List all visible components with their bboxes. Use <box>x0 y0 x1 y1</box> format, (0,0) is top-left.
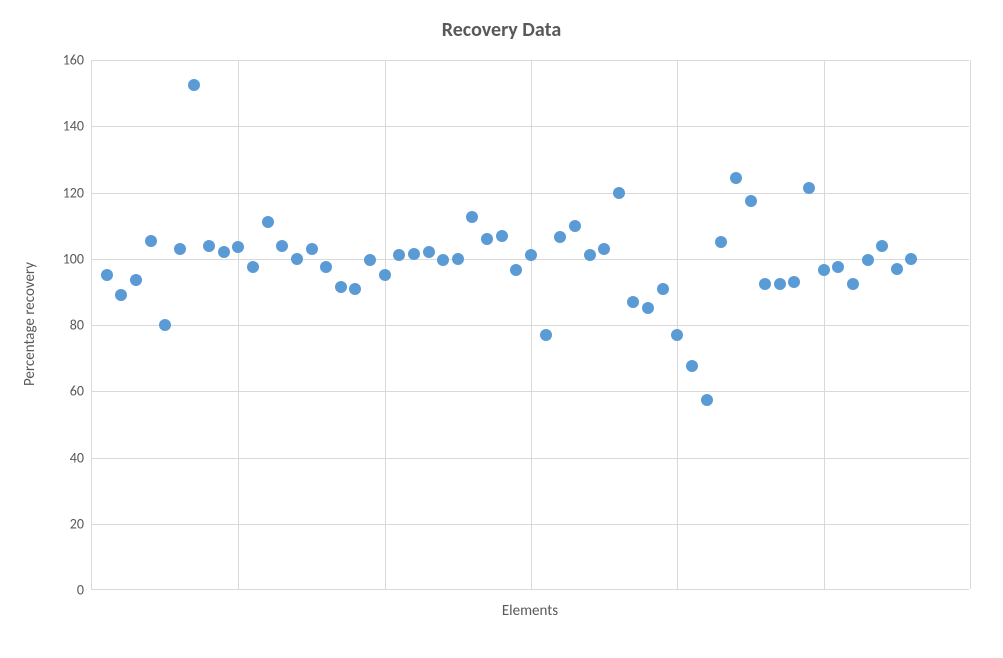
y-tick-label: 80 <box>44 317 84 334</box>
data-point <box>291 253 303 265</box>
data-point <box>364 254 376 266</box>
data-point <box>159 319 171 331</box>
data-point <box>803 182 815 194</box>
data-point <box>174 243 186 255</box>
y-tick-label: 160 <box>44 52 84 69</box>
data-point <box>203 240 215 252</box>
data-point <box>774 278 786 290</box>
plot-area: 020406080100120140160 <box>91 60 969 590</box>
data-point <box>525 249 537 261</box>
y-tick-label: 40 <box>44 449 84 466</box>
data-point <box>335 281 347 293</box>
data-point <box>115 289 127 301</box>
y-tick-label: 120 <box>44 184 84 201</box>
data-point <box>496 230 508 242</box>
data-point <box>423 246 435 258</box>
data-point <box>393 249 405 261</box>
gridline-vertical <box>531 60 532 589</box>
y-axis-title: Percentage recovery <box>21 244 39 404</box>
data-point <box>262 216 274 228</box>
data-point <box>686 360 698 372</box>
data-point <box>832 261 844 273</box>
data-point <box>701 394 713 406</box>
data-point <box>627 296 639 308</box>
data-point <box>101 269 113 281</box>
data-point <box>540 329 552 341</box>
gridline-vertical <box>970 60 971 589</box>
data-point <box>379 269 391 281</box>
data-point <box>437 254 449 266</box>
y-tick-label: 100 <box>44 250 84 267</box>
data-point <box>891 263 903 275</box>
y-tick-label: 0 <box>44 582 84 599</box>
data-point <box>759 278 771 290</box>
gridline-vertical <box>677 60 678 589</box>
x-axis-title: Elements <box>91 602 969 620</box>
data-point <box>876 240 888 252</box>
data-point <box>598 243 610 255</box>
gridline-vertical <box>238 60 239 589</box>
data-point <box>642 302 654 314</box>
data-point <box>730 172 742 184</box>
data-point <box>247 261 259 273</box>
data-point <box>320 261 332 273</box>
data-point <box>306 243 318 255</box>
data-point <box>862 254 874 266</box>
data-point <box>818 264 830 276</box>
data-point <box>452 253 464 265</box>
data-point <box>584 249 596 261</box>
data-point <box>905 253 917 265</box>
data-point <box>481 233 493 245</box>
data-point <box>613 187 625 199</box>
y-tick-label: 140 <box>44 118 84 135</box>
scatter-chart: Recovery Data Percentage recovery Elemen… <box>0 0 1003 658</box>
data-point <box>349 283 361 295</box>
data-point <box>145 235 157 247</box>
gridline-vertical <box>824 60 825 589</box>
data-point <box>569 220 581 232</box>
data-point <box>188 79 200 91</box>
data-point <box>788 276 800 288</box>
chart-title: Recovery Data <box>0 18 1003 42</box>
data-point <box>847 278 859 290</box>
data-point <box>218 246 230 258</box>
data-point <box>276 240 288 252</box>
y-tick-label: 60 <box>44 383 84 400</box>
gridline-vertical <box>385 60 386 589</box>
data-point <box>130 274 142 286</box>
data-point <box>554 231 566 243</box>
data-point <box>408 248 420 260</box>
data-point <box>232 241 244 253</box>
data-point <box>745 195 757 207</box>
data-point <box>715 236 727 248</box>
data-point <box>510 264 522 276</box>
y-tick-label: 20 <box>44 515 84 532</box>
data-point <box>671 329 683 341</box>
data-point <box>466 211 478 223</box>
data-point <box>657 283 669 295</box>
